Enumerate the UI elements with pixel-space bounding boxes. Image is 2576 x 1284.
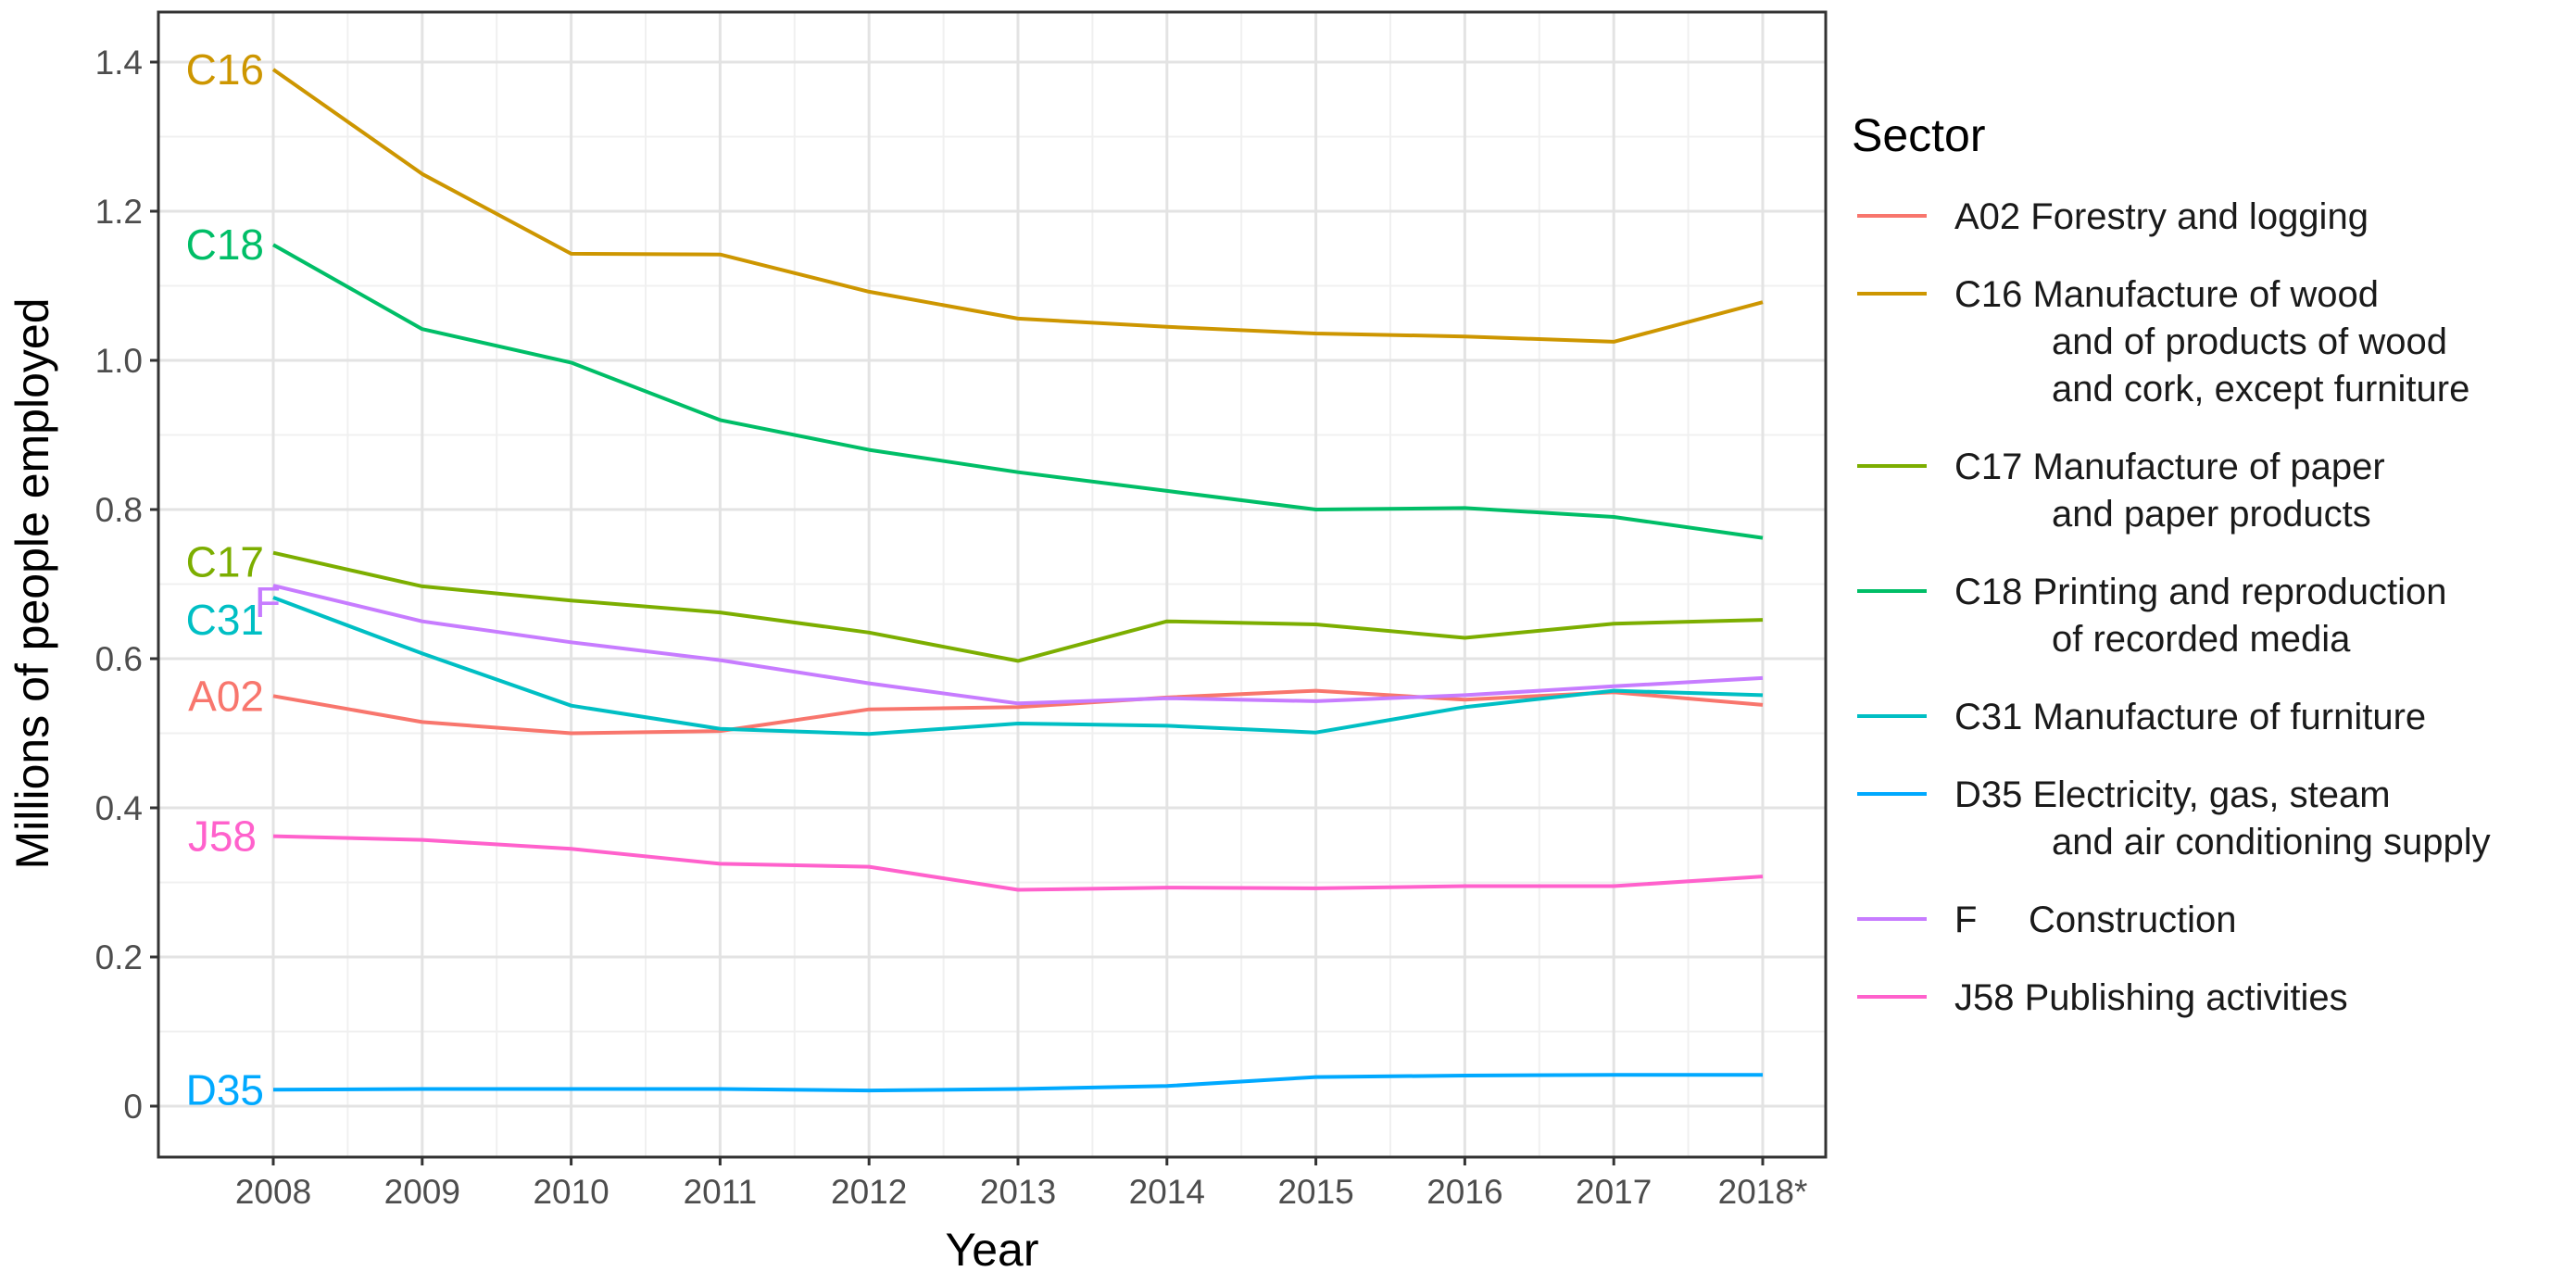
end-label-f: F <box>255 578 281 626</box>
legend-label: C16 Manufacture of wood <box>1954 274 2379 315</box>
y-tick-label: 1.4 <box>95 44 143 82</box>
end-label-d35: D35 <box>186 1065 264 1114</box>
legend-label: and of products of wood <box>2052 321 2447 362</box>
legend-label: and cork, except furniture <box>2052 369 2469 409</box>
legend: Sector A02 Forestry and logging C16 Manuf… <box>1852 109 2491 1018</box>
legend-label: C17 Manufacture of paper <box>1954 447 2385 487</box>
legend-label: F Construction <box>1954 900 2237 940</box>
x-tick-label: 2014 <box>1129 1173 1205 1211</box>
legend-item-j58: J58 Publishing activities <box>1857 977 2348 1018</box>
y-tick-label: 1.2 <box>95 193 143 231</box>
y-tick-label: 0 <box>123 1088 143 1126</box>
series-line-j58 <box>272 834 1764 892</box>
legend-item-c31: C31 Manufacture of furniture <box>1857 697 2426 737</box>
legend-item-c18: C18 Printing and reproduction of recorded… <box>1857 572 2446 660</box>
grid <box>158 12 1826 1157</box>
legend-items: A02 Forestry and logging C16 Manufacture … <box>1857 196 2491 1018</box>
legend-item-c17: C17 Manufacture of paper and paper produc… <box>1857 447 2385 535</box>
end-label-c18: C18 <box>186 220 264 269</box>
series-line-c17 <box>272 550 1764 663</box>
x-axis-title: Year <box>945 1224 1038 1276</box>
x-tick-label: 2010 <box>533 1173 609 1211</box>
series-line-a02 <box>272 688 1764 736</box>
x-tick-label: 2013 <box>980 1173 1056 1211</box>
x-tick-label: 2012 <box>831 1173 907 1211</box>
x-tick-label: 2009 <box>384 1173 460 1211</box>
legend-label: A02 Forestry and logging <box>1954 196 2369 237</box>
x-axis: 2008 2009 2010 2011 2012 2013 2014 2015 2016 2017… <box>235 1157 1808 1211</box>
end-label-c17: C17 <box>186 538 264 586</box>
legend-label: C18 Printing and reproduction <box>1954 572 2446 612</box>
legend-label: J58 Publishing activities <box>1954 977 2348 1018</box>
x-tick-label: 2018* <box>1718 1173 1808 1211</box>
y-axis: 0 0.2 0.4 0.6 0.8 1.0 1.2 1.4 <box>95 44 158 1126</box>
legend-label: C31 Manufacture of furniture <box>1954 697 2426 737</box>
y-tick-label: 0.8 <box>95 491 143 529</box>
y-axis-title: Millions of people employed <box>6 297 58 869</box>
series-lines <box>271 68 1764 1093</box>
legend-item-d35: D35 Electricity, gas, steam and air condi… <box>1857 774 2491 862</box>
legend-label: and air conditioning supply <box>2052 822 2491 862</box>
end-label-c31: C31 <box>186 596 264 644</box>
x-tick-label: 2017 <box>1576 1173 1652 1211</box>
legend-item-c16: C16 Manufacture of wood and of products o… <box>1857 274 2469 409</box>
series-line-c16 <box>271 68 1764 344</box>
x-tick-label: 2016 <box>1426 1173 1502 1211</box>
series-line-f <box>272 584 1764 706</box>
legend-item-a02: A02 Forestry and logging <box>1857 196 2369 237</box>
y-tick-label: 1.0 <box>95 342 143 380</box>
y-tick-label: 0.2 <box>95 938 143 976</box>
end-label-j58: J58 <box>188 812 257 861</box>
legend-label: D35 Electricity, gas, steam <box>1954 774 2391 815</box>
x-tick-label: 2008 <box>235 1173 311 1211</box>
x-tick-label: 2011 <box>684 1173 758 1211</box>
legend-label: and paper products <box>2052 494 2371 535</box>
series-line-c18 <box>272 243 1764 540</box>
series-line-d35 <box>272 1073 1763 1093</box>
series-end-labels: A02 C16 C17 C18 C31 D35 F J58 <box>186 45 281 1114</box>
series-line-c31 <box>272 596 1764 736</box>
legend-title: Sector <box>1852 109 1986 161</box>
x-tick-label: 2015 <box>1277 1173 1353 1211</box>
y-tick-label: 0.4 <box>95 789 143 827</box>
y-tick-label: 0.6 <box>95 640 143 678</box>
legend-item-f: F Construction <box>1857 900 2237 940</box>
end-label-c16: C16 <box>186 45 264 94</box>
legend-label: of recorded media <box>2052 619 2351 660</box>
end-label-a02: A02 <box>188 672 264 720</box>
plot-panel-border <box>157 10 1828 1159</box>
